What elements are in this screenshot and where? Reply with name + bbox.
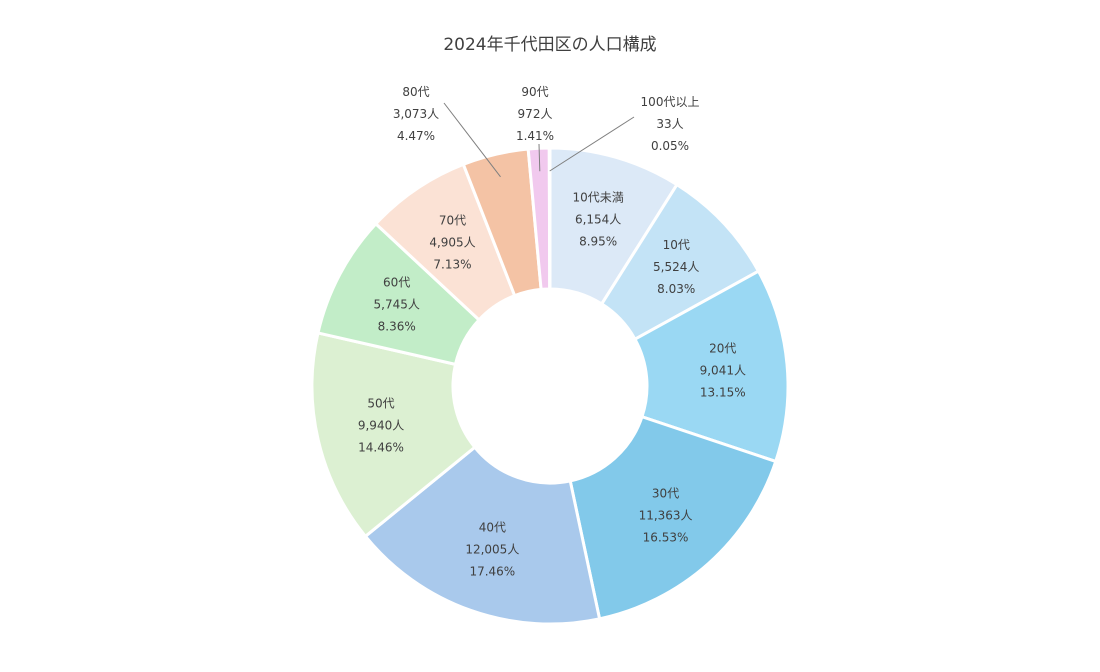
slice-percent-label: 7.13%	[433, 257, 471, 271]
slice-label-8: 80代 3,073人 4.47%	[393, 85, 439, 143]
slice-value-label: 972人	[518, 107, 553, 121]
slice-label-2: 20代 9,041人 13.15%	[700, 341, 746, 399]
slice-percent-label: 8.95%	[579, 234, 617, 248]
slice-value-label: 33人	[656, 117, 683, 131]
leader-line-8	[443, 102, 501, 178]
slice-category-label: 80代	[402, 85, 429, 99]
slice-category-label: 10代	[663, 238, 690, 252]
slice-label-5: 50代 9,940人 14.46%	[358, 396, 404, 454]
slice-category-label: 50代	[367, 396, 394, 410]
slice-category-label: 100代以上	[641, 95, 700, 109]
slice-percent-label: 8.03%	[657, 282, 695, 296]
slice-value-label: 5,524人	[653, 260, 699, 274]
slice-label-10: 100代以上 33人 0.05%	[641, 95, 700, 153]
slice-value-label: 5,745人	[374, 298, 420, 312]
slice-value-label: 9,940人	[358, 418, 404, 432]
slice-value-label: 3,073人	[393, 107, 439, 121]
slice-value-label: 9,041人	[700, 363, 746, 377]
slices-group	[310, 146, 790, 626]
slice-label-9: 90代 972人 1.41%	[516, 85, 554, 143]
slice-percent-label: 14.46%	[358, 440, 404, 454]
slice-value-label: 6,154人	[575, 212, 621, 226]
donut-slice-5	[310, 331, 477, 539]
slice-label-1: 10代 5,524人 8.03%	[653, 238, 699, 296]
slice-category-label: 70代	[439, 213, 466, 227]
slice-percent-label: 0.05%	[651, 139, 689, 153]
chart-title: 2024年千代田区の人口構成	[443, 35, 656, 55]
donut-slice-2	[632, 269, 790, 464]
donut-slice-4	[363, 445, 602, 626]
slice-label-7: 70代 4,905人 7.13%	[429, 213, 475, 271]
slice-category-label: 60代	[383, 276, 410, 290]
slice-category-label: 10代未満	[573, 190, 624, 204]
donut-slice-10	[547, 146, 552, 291]
leader-line-10	[549, 116, 635, 172]
donut-slice-3	[568, 414, 778, 621]
slice-category-label: 40代	[479, 521, 506, 535]
slice-percent-label: 16.53%	[643, 530, 689, 544]
slice-percent-label: 4.47%	[397, 129, 435, 143]
slice-category-label: 30代	[652, 486, 679, 500]
labels-group: 10代未満 6,154人 8.95% 10代 5,524人 8.03% 20代 9,041人 1…	[358, 85, 746, 579]
slice-percent-label: 8.36%	[378, 320, 416, 334]
slice-category-label: 20代	[709, 341, 736, 355]
slice-percent-label: 1.41%	[516, 129, 554, 143]
slice-label-3: 30代 11,363人 16.53%	[639, 486, 693, 544]
slice-value-label: 11,363人	[639, 508, 693, 522]
slice-value-label: 12,005人	[465, 543, 519, 557]
slice-percent-label: 17.46%	[469, 565, 515, 579]
slice-percent-label: 13.15%	[700, 385, 746, 399]
slice-label-0: 10代未満 6,154人 8.95%	[573, 190, 624, 248]
leader-lines-group	[443, 102, 635, 178]
slice-label-4: 40代 12,005人 17.46%	[465, 521, 519, 579]
leader-line-9	[538, 143, 541, 172]
slice-value-label: 4,905人	[429, 235, 475, 249]
slice-category-label: 90代	[521, 85, 548, 99]
slice-label-6: 60代 5,745人 8.36%	[374, 276, 420, 334]
